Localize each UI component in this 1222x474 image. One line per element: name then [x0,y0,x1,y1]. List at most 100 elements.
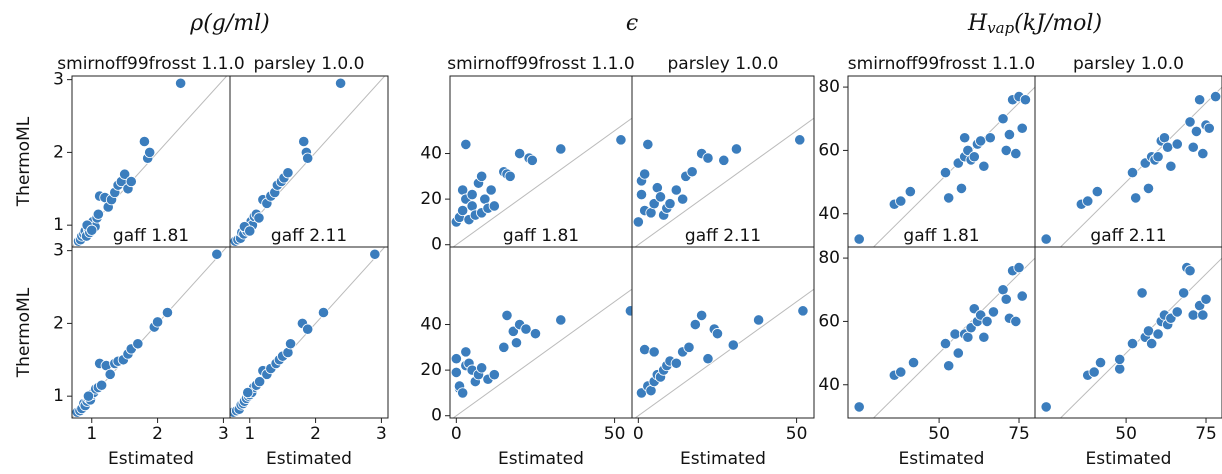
y-tick-label: 60 [818,140,840,160]
y-tick-label: 80 [818,77,840,97]
point [119,168,131,180]
title-subscript: vap [987,19,1014,37]
x-tick-label: 75 [1195,424,1217,444]
point [797,305,809,317]
point [997,113,1009,125]
y-tick-label: 0 [431,235,442,255]
point [457,204,469,217]
x-axis-label: Estimated [108,449,194,469]
point [1088,366,1100,378]
panel [632,117,814,247]
y-tick-label: 3 [53,241,64,261]
point [624,305,632,317]
point [1114,363,1126,375]
point [1091,185,1103,198]
panel-title: smirnoff99frosst 1.1.0 [57,54,244,74]
point [104,368,116,380]
point [648,198,660,210]
y-tick-label: 20 [420,189,442,209]
point [504,170,516,182]
y-axis-label: ThermoML [14,116,34,207]
point [526,154,538,166]
title-unit: (g/ml) [203,11,270,36]
panel-frame [847,246,1036,419]
point [1000,144,1012,157]
point [1210,90,1222,103]
point [615,134,627,146]
point [1142,325,1155,337]
point [1152,151,1164,163]
identity-line [1060,86,1222,247]
point [466,188,478,201]
x-axis-label: Estimated [498,449,584,469]
title-main: ρ [189,11,203,36]
point [1165,160,1177,172]
x-tick-label: 0 [451,424,462,444]
identity-line [634,288,814,418]
point [501,309,513,321]
point [654,191,667,203]
point [1013,261,1025,274]
panel-title: parsley 1.0.0 [668,54,779,74]
chart-title: Hvap(kJ/mol) [967,11,1102,37]
x-tick-label: 50 [1115,424,1137,444]
point [555,314,567,326]
point [1114,353,1126,366]
x-tick-label: 75 [1008,424,1030,444]
x-axis-label: Estimated [680,449,766,469]
point [794,134,806,146]
point [639,343,651,356]
point [138,135,151,148]
point [1184,265,1196,277]
point [1136,287,1148,299]
panel-frame [449,75,633,248]
panel [853,257,1035,418]
point [520,323,532,335]
x-tick-label: 1 [86,424,97,444]
y-axis-label: ThermoML [14,287,34,378]
x-tick-label: 50 [786,424,808,444]
point [1010,315,1022,328]
point [1190,125,1203,138]
point [1171,138,1183,150]
point [1126,166,1139,179]
identity-line [873,86,1035,247]
point [943,192,955,204]
point [639,168,651,180]
x-axis-label: Estimated [1086,449,1172,469]
point [485,184,497,196]
panel-frame [631,246,815,419]
point [730,143,743,155]
point [529,328,542,340]
point [1016,122,1028,134]
y-tick-label: 40 [818,375,840,395]
y-tick-label: 40 [818,204,840,224]
panel [230,247,386,418]
point [254,376,266,388]
panel-title: smirnoff99frosst 1.1.0 [447,54,634,74]
point [635,188,648,201]
y-tick-label: 1 [53,386,64,406]
chart-title: ϵ [626,11,638,36]
y-tick-label: 0 [431,406,442,426]
panel [72,76,228,247]
point [488,200,500,212]
y-tick-label: 2 [53,313,64,333]
x-tick-label: 1 [244,424,255,444]
panel-frame [1034,75,1222,248]
point [161,306,174,319]
panel-title: parsley 1.0.0 [254,54,365,74]
point [670,184,682,196]
point [1130,192,1142,204]
point [975,135,987,147]
point [334,77,347,89]
point [253,212,265,224]
point [132,338,144,350]
point [939,166,952,179]
point [962,331,974,343]
point [997,284,1009,296]
y-tick-label: 3 [53,70,64,90]
point [82,390,95,402]
x-tick-label: 0 [633,424,644,444]
